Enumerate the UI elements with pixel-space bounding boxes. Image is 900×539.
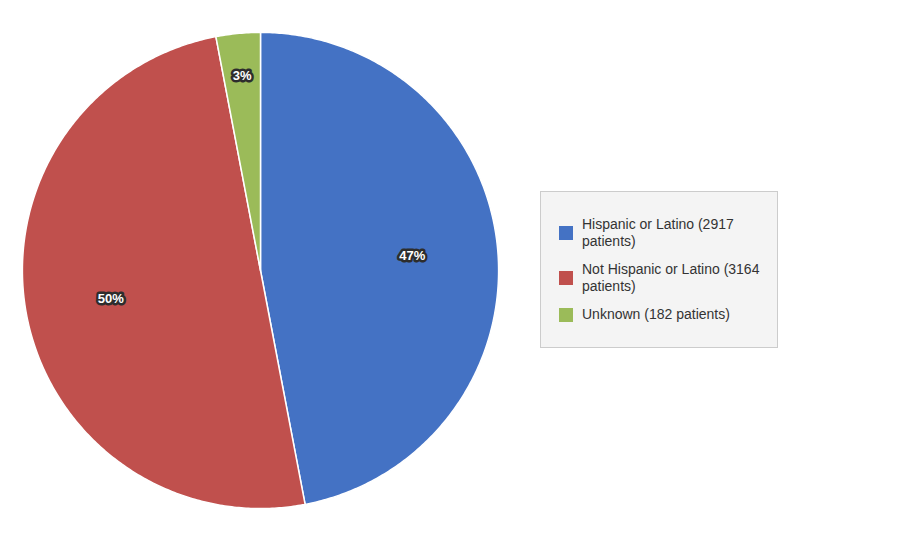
- html-text:Hispanic or Latino (2917 patie: Hispanic or Latino (2917 patients): [582, 215, 734, 250]
- svg-text:50%: 50%: [98, 291, 124, 306]
- html-text:Not Hispanic or Latino (3164 p: Not Hispanic or Latino (3164 patients): [582, 260, 760, 295]
- html-text:Unknown (182 patients): Unknown (182 patients): [582, 305, 730, 322]
- svg-text:3%: 3%: [233, 68, 252, 83]
- svg-text:47%: 47%: [399, 248, 425, 263]
